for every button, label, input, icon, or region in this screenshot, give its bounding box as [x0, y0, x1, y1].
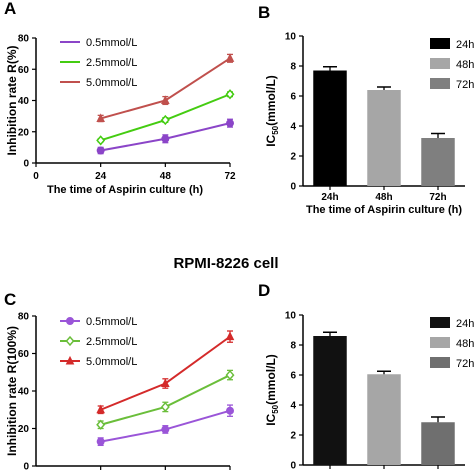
y-tick-label: 10: [285, 311, 297, 322]
panel-d: D 0 2 4 6 8 10 IC50(mmol/L) 24h 48h 72h: [258, 281, 474, 472]
data-point: [65, 335, 75, 347]
data-point: [161, 134, 170, 143]
bar: [313, 336, 347, 465]
data-point: [66, 317, 74, 325]
y-tick-label: 0: [290, 461, 296, 472]
legend-label: 0.5mmol/L: [86, 316, 137, 328]
bar: [421, 422, 455, 465]
data-point: [96, 404, 105, 414]
data-point: [161, 95, 170, 104]
y-tick-label: 4: [290, 401, 296, 412]
legend-label: 72h: [456, 358, 474, 370]
y-axis-title: IC50(mmol/L): [264, 75, 280, 147]
legend-swatch: [430, 38, 450, 49]
data-point: [160, 401, 170, 413]
y-axis-title: Inhibition rate R(%): [5, 46, 19, 156]
y-tick-label: 80: [18, 312, 30, 323]
y-tick-label: 0: [290, 182, 296, 193]
legend-label: 48h: [456, 338, 474, 350]
bar: [367, 90, 401, 186]
y-axis-title: IC50(mmol/L): [264, 354, 280, 426]
x-tick-label: 48: [160, 171, 172, 182]
data-point: [96, 135, 106, 146]
data-point: [225, 331, 235, 341]
y-tick-label: 2: [290, 152, 296, 163]
panel-label: C: [4, 290, 16, 309]
x-axis-title: The time of Aspirin culture (h): [306, 204, 462, 216]
y-tick-label: 8: [290, 341, 296, 352]
x-tick-label: 24h: [321, 192, 338, 203]
y-tick-label: 6: [290, 371, 296, 382]
data-point: [96, 419, 106, 430]
panel-c: C 0 20 40 60 80 Inhibition rate R(100%) 0.5mmol…: [4, 290, 235, 473]
y-tick-label: 2: [290, 431, 296, 442]
y-tick-label: 6: [290, 92, 296, 103]
y-tick-label: 8: [290, 62, 296, 73]
x-tick-label: 72: [224, 171, 236, 182]
x-tick-label: 0: [33, 171, 39, 182]
data-point: [96, 146, 105, 155]
y-tick-label: 10: [285, 32, 297, 43]
data-point: [225, 89, 235, 100]
y-tick-label: 0: [23, 159, 29, 170]
legend-label: 24h: [456, 318, 474, 330]
legend-swatch: [430, 337, 450, 348]
y-tick-label: 40: [18, 96, 30, 107]
legend-label: 48h: [456, 59, 474, 71]
y-axis-title: Inhibition rate R(100%): [5, 326, 19, 456]
data-point: [161, 378, 170, 387]
legend-swatch: [430, 317, 450, 328]
legend-swatch: [430, 78, 450, 89]
data-point: [226, 119, 234, 128]
bar: [313, 70, 347, 186]
data-point: [161, 425, 170, 434]
legend-label: 24h: [456, 39, 474, 51]
data-point: [225, 53, 235, 62]
x-tick-label: 72h: [429, 192, 446, 203]
y-tick-label: 20: [18, 424, 30, 435]
bar: [421, 138, 455, 186]
x-tick-label: 24: [95, 171, 107, 182]
y-tick-label: 60: [18, 349, 30, 360]
data-point: [225, 369, 235, 381]
data-point: [96, 113, 105, 122]
panel-label: B: [258, 3, 270, 22]
middle-title: RPMI-8226 cell: [173, 255, 278, 272]
legend-label: 72h: [456, 79, 474, 91]
y-tick-label: 20: [18, 127, 30, 138]
y-tick-label: 80: [18, 34, 30, 45]
legend-swatch: [430, 58, 450, 69]
legend-label: 5.0mmol/L: [86, 77, 137, 89]
panel-a: A 0 20 40 60 80 0 24 48 72 The time of Aspirin cul…: [4, 0, 236, 196]
bar: [367, 374, 401, 465]
legend-label: 0.5mmol/L: [86, 37, 137, 49]
legend-label: 2.5mmol/L: [86, 336, 137, 348]
data-point: [160, 114, 170, 126]
x-axis-title: The time of Aspirin culture (h): [47, 184, 203, 196]
data-point: [96, 437, 105, 446]
legend-label: 2.5mmol/L: [86, 57, 137, 69]
panel-label: D: [258, 281, 270, 300]
y-tick-label: 0: [23, 462, 29, 473]
legend-swatch: [430, 357, 450, 368]
data-point: [226, 406, 234, 415]
data-point: [65, 355, 75, 365]
y-tick-label: 40: [18, 387, 30, 398]
panel-label: A: [4, 0, 16, 18]
y-tick-label: 60: [18, 65, 30, 76]
y-tick-label: 4: [290, 122, 296, 133]
x-tick-label: 48h: [375, 192, 392, 203]
legend-label: 5.0mmol/L: [86, 356, 137, 368]
